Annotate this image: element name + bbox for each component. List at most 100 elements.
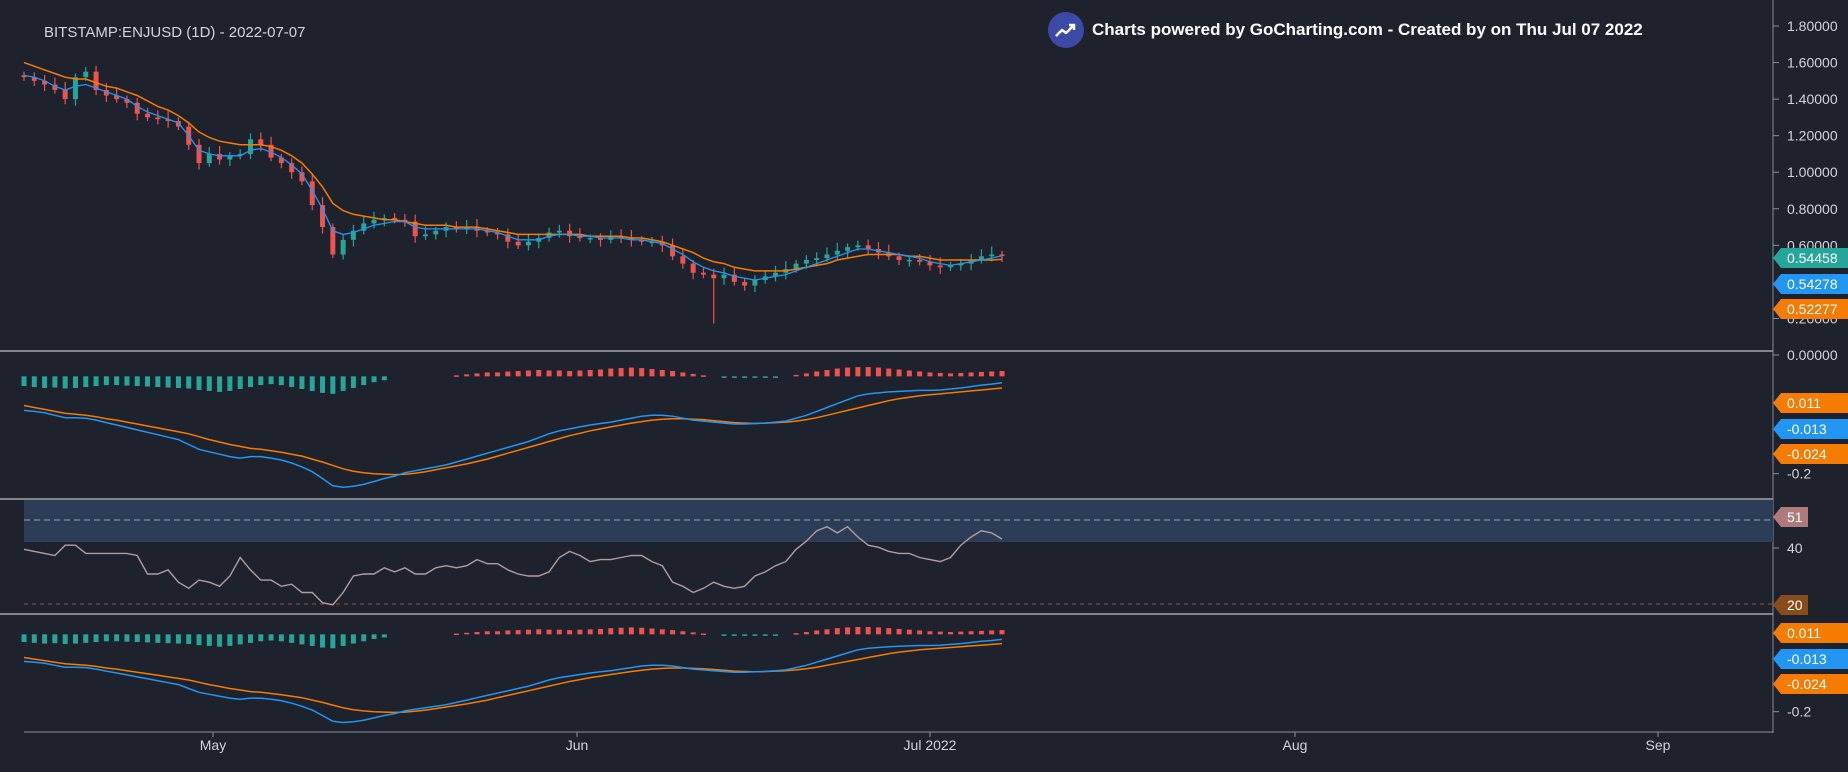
macd-histogram-bar (93, 376, 99, 387)
price-tag-close-text: 0.54458 (1787, 250, 1838, 266)
rsi-line (23, 525, 1003, 606)
rsi-band (24, 500, 1773, 542)
macd2-histogram-bar (639, 627, 645, 635)
macd2-histogram-bar (309, 634, 315, 646)
macd-histogram-bar (793, 374, 799, 377)
macd-histogram-bar (649, 369, 655, 377)
macd2-histogram-bar (237, 634, 243, 645)
candle-body (134, 102, 140, 114)
candle-body (371, 219, 377, 224)
macd-histogram-bar (453, 375, 459, 377)
macd2-histogram-bar (124, 634, 130, 642)
candle-body (237, 153, 243, 156)
candle-body (392, 217, 398, 220)
macd-tag-hist-text: 0.011 (1787, 395, 1821, 411)
macd-tag-signal (1773, 444, 1848, 464)
price-tag-close (1773, 248, 1848, 268)
candle-body (464, 227, 470, 229)
macd2-histogram-bar (289, 634, 295, 643)
macd2-histogram-bar (227, 634, 233, 646)
macd-histogram-bar (227, 376, 233, 391)
candle-body (361, 223, 367, 231)
macd2-histogram-bar (536, 629, 542, 635)
trend-up-icon (1048, 12, 1084, 48)
macd2-histogram-bar (762, 634, 768, 636)
macd-histogram-bar (52, 376, 58, 388)
macd-signal-line (23, 387, 1003, 476)
candle-body (433, 230, 439, 235)
macd2-histogram-bar (175, 634, 181, 644)
y-tick-label: 1.00000 (1787, 164, 1838, 180)
macd2-histogram-bar (556, 629, 562, 635)
candle-body (145, 113, 151, 118)
macd2-histogram-bar (865, 626, 871, 635)
macd2-histogram-bar (968, 631, 974, 635)
macd2-histogram-bar (464, 632, 470, 635)
macd-histogram-bar (989, 371, 995, 377)
macd2-tag-macd-text: -0.013 (1787, 651, 1827, 667)
candle-body (999, 254, 1005, 256)
candle-body (587, 238, 593, 240)
symbol-title: BITSTAMP:ENJUSD (1D) - 2022-07-07 (44, 24, 306, 41)
candle-body (42, 80, 48, 85)
candle-body (577, 236, 583, 239)
candle-body (670, 245, 676, 257)
macd2-histogram-bar (649, 628, 655, 635)
macd-histogram-bar (814, 371, 820, 377)
macd2-histogram-bar (721, 634, 727, 636)
macd-histogram-bar (124, 376, 130, 386)
candle-body (814, 258, 820, 260)
candle-body (330, 227, 336, 255)
macd2-histogram-bar (268, 634, 274, 641)
candle-body (258, 139, 264, 145)
macd2-histogram-bar (320, 634, 326, 648)
y-tick-label: 1.20000 (1787, 128, 1838, 144)
macd2-histogram-bar (299, 634, 305, 645)
macd-histogram-bar (845, 367, 851, 377)
macd-histogram-bar (464, 374, 470, 377)
macd2-histogram-bar (134, 634, 140, 643)
macd-histogram-bar (350, 376, 356, 389)
macd2-macd-line (23, 638, 1003, 724)
macd2-histogram-bar (917, 630, 923, 635)
macd2-histogram-bar (371, 634, 377, 639)
macd2-histogram-bar (546, 629, 552, 635)
candle-body (103, 89, 109, 96)
macd-tag-macd-text: -0.013 (1787, 421, 1827, 437)
macd-histogram-bar (72, 376, 78, 389)
macd2-histogram-bar (340, 634, 346, 646)
macd2-histogram-bar (752, 634, 758, 636)
candle-body (350, 230, 356, 240)
macd-histogram-bar (896, 369, 902, 377)
candle-body (165, 119, 171, 122)
macd2-histogram-bar (93, 634, 99, 643)
candle-body (320, 205, 326, 228)
macd2-histogram-bar (145, 634, 151, 643)
candle-body (845, 247, 851, 251)
candle-body (268, 144, 274, 158)
macd-tag-hist (1773, 393, 1848, 413)
candle-body (124, 99, 130, 103)
macd-histogram-bar (134, 376, 140, 387)
candle-body (711, 274, 717, 279)
macd2-histogram-bar (690, 632, 696, 635)
macd2-histogram-bar (567, 630, 573, 635)
candle-body (649, 241, 655, 244)
candle-body (546, 232, 552, 239)
candle-body (752, 280, 758, 286)
macd-histogram-bar (917, 371, 923, 377)
macd-histogram-bar (937, 372, 943, 377)
candle-body (247, 139, 253, 154)
macd2-tag-macd (1773, 649, 1848, 669)
macd-histogram-bar (536, 370, 542, 377)
candle-body (453, 227, 459, 229)
candle-body (927, 261, 933, 266)
rsi-level-tag (1773, 595, 1808, 615)
macd-histogram-bar (659, 370, 665, 377)
macd-histogram-bar (618, 368, 624, 377)
macd-histogram-bar (803, 373, 809, 377)
macd2-tag-hist-text: 0.011 (1787, 625, 1821, 641)
macd2-histogram-bar (350, 634, 356, 644)
macd2-histogram-bar (824, 629, 830, 635)
